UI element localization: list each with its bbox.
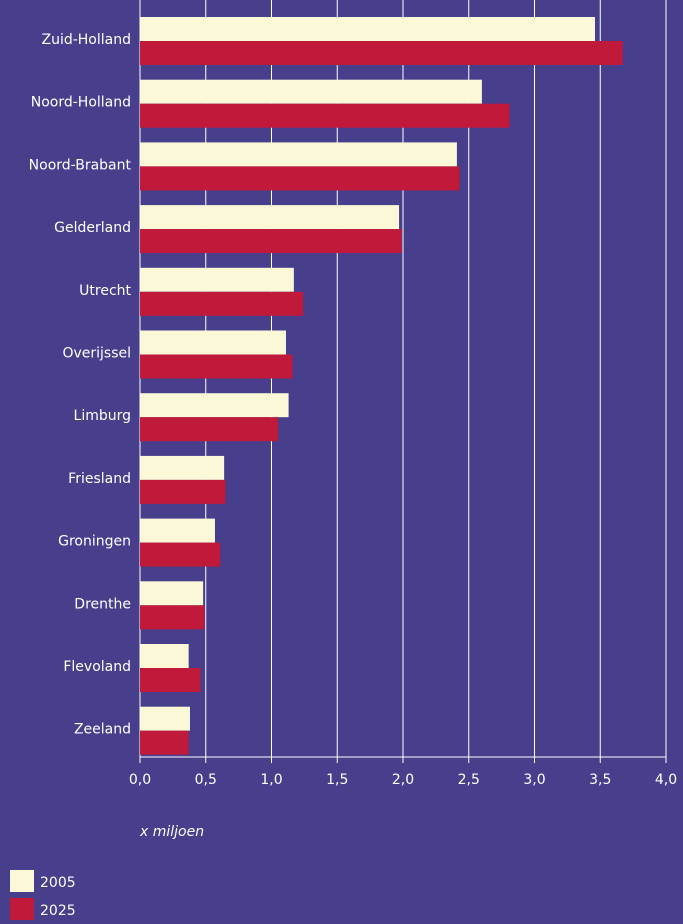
y-tick-label: Friesland (68, 471, 131, 487)
bar (140, 393, 289, 418)
bar (140, 17, 595, 41)
y-tick-label: Utrecht (79, 283, 131, 299)
bar (140, 103, 510, 128)
y-tick-label: Limburg (74, 408, 131, 424)
x-tick-label: 3,0 (523, 772, 545, 788)
bar (140, 668, 201, 692)
y-tick-label: Noord-Brabant (29, 157, 132, 173)
bar (140, 79, 482, 104)
x-tick-label: 1,5 (326, 772, 348, 788)
y-tick-label: Gelderland (54, 220, 131, 236)
x-tick-label: 2,0 (392, 772, 414, 788)
bar (140, 455, 225, 480)
x-tick-label: 1,0 (260, 772, 282, 788)
legend-label: 2005 (40, 875, 76, 891)
x-tick-label: 0,0 (129, 772, 151, 788)
bar (140, 417, 279, 442)
x-axis-label: x miljoen (139, 824, 204, 840)
bar (140, 291, 304, 316)
bar (140, 518, 215, 543)
bar (140, 142, 457, 167)
y-tick-label: Groningen (58, 534, 131, 550)
x-tick-label: 4,0 (655, 772, 677, 788)
y-tick-label: Flevoland (63, 659, 131, 675)
legend-swatch (10, 898, 34, 920)
bar (140, 706, 190, 731)
bar (140, 41, 623, 65)
y-tick-label: Overijssel (62, 346, 131, 362)
bar (140, 166, 460, 191)
bar (140, 229, 402, 254)
bar (140, 644, 189, 668)
bar (140, 267, 294, 292)
bar (140, 730, 189, 755)
bar (140, 354, 293, 379)
y-tick-label: Drenthe (74, 596, 131, 612)
bar (140, 205, 400, 230)
legend-swatch (10, 870, 34, 892)
bar (140, 542, 221, 567)
x-tick-label: 2,5 (458, 772, 480, 788)
bar (140, 330, 286, 355)
legend-label: 2025 (40, 903, 76, 919)
bar (140, 605, 205, 630)
x-tick-label: 3,5 (589, 772, 611, 788)
y-tick-label: Noord-Holland (31, 95, 131, 111)
y-tick-label: Zuid-Holland (41, 32, 131, 48)
x-tick-label: 0,5 (195, 772, 217, 788)
bar (140, 479, 226, 504)
bar (140, 581, 204, 606)
y-tick-label: Zeeland (74, 722, 131, 738)
